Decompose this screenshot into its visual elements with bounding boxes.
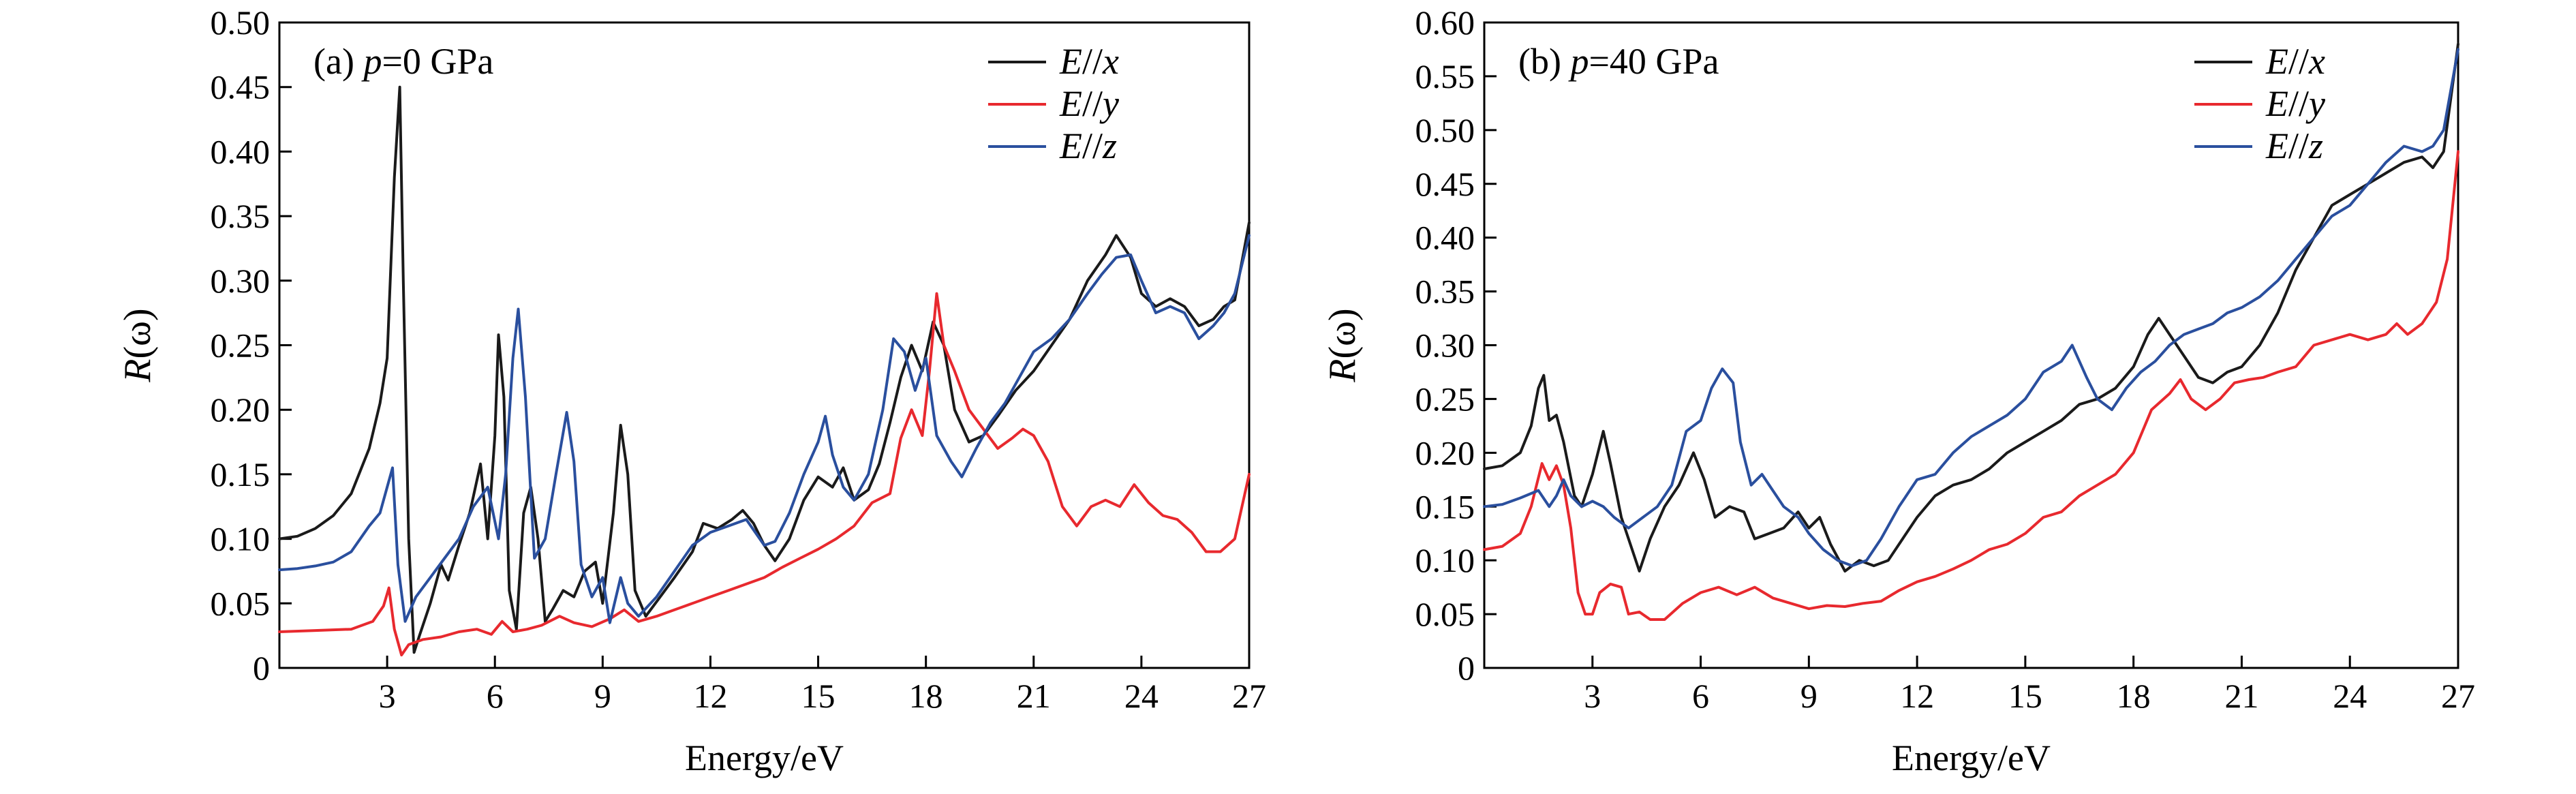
y-tick-label: 0.10	[1415, 541, 1475, 579]
series-line-e-y	[1483, 150, 2459, 621]
x-tick-label: 27	[2441, 677, 2475, 715]
legend-axis: x	[2308, 41, 2325, 82]
legend-label: E//x	[1059, 41, 1119, 82]
y-axis-title-symbol: R	[117, 358, 159, 382]
y-tick-label: 0.55	[1415, 57, 1475, 95]
y-tick-label: 0.05	[211, 584, 271, 622]
legend-axis: z	[2308, 125, 2323, 166]
legend-label: E//z	[1059, 125, 1117, 166]
series-line-e-z	[1483, 48, 2459, 568]
y-axis-title: R(ω)	[117, 308, 159, 382]
x-axis-title: Energy/eV	[1892, 737, 2051, 778]
x-tick-label: 21	[2224, 677, 2258, 715]
x-tick-label: 27	[1232, 677, 1266, 715]
legend-separator: //	[1082, 41, 1103, 82]
panel-pressure-value: =0 GPa	[382, 41, 493, 82]
y-tick-label: 0.40	[211, 132, 271, 170]
y-tick-label: 0.20	[211, 391, 271, 429]
series-line-e-x	[1483, 42, 2459, 572]
y-tick-label: 0.05	[1415, 595, 1475, 633]
x-tick-label: 9	[594, 677, 611, 715]
x-tick-label: 24	[1124, 677, 1159, 715]
panel-pressure-symbol: p	[1567, 41, 1589, 82]
legend-axis: y	[1099, 83, 1119, 124]
x-tick-label: 21	[1017, 677, 1051, 715]
legend-field-symbol: E	[1059, 41, 1082, 82]
legend-axis: x	[1102, 41, 1119, 82]
legend-axis: y	[2305, 83, 2325, 124]
panel-letter: (a)	[313, 41, 363, 82]
panel-label: (b) p=40 GPa	[1518, 41, 1719, 82]
y-tick-label: 0.25	[211, 326, 271, 365]
legend-separator: //	[2288, 41, 2309, 82]
panel-pressure-symbol: p	[361, 41, 382, 82]
x-tick-label: 18	[2117, 677, 2151, 715]
legend-field-symbol: E	[1059, 83, 1082, 124]
y-tick-label: 0.10	[211, 520, 271, 558]
y-tick-label: 0.15	[211, 455, 271, 493]
legend-separator: //	[2288, 125, 2309, 166]
y-tick-label: 0.40	[1415, 219, 1475, 257]
legend-label: E//x	[2265, 41, 2325, 82]
y-tick-label: 0.50	[1415, 111, 1475, 149]
panel-pressure-value: =40 GPa	[1589, 41, 1719, 82]
y-tick-label: 0	[253, 649, 270, 687]
legend-separator: //	[1082, 83, 1103, 124]
legend-label: E//y	[1059, 83, 1119, 124]
legend-label: E//z	[2265, 125, 2323, 166]
x-tick-label: 6	[487, 677, 504, 715]
y-tick-label: 0	[1458, 649, 1475, 687]
y-tick-label: 0.25	[1415, 380, 1475, 418]
x-tick-label: 15	[2008, 677, 2042, 715]
series-line-e-x	[278, 85, 1251, 654]
series-line-e-y	[278, 292, 1251, 657]
legend-separator: //	[1082, 125, 1103, 166]
x-tick-label: 6	[1692, 677, 1709, 715]
x-tick-label: 18	[909, 677, 943, 715]
x-tick-label: 12	[693, 677, 727, 715]
legend-field-symbol: E	[2265, 125, 2288, 166]
y-tick-label: 0.35	[1415, 273, 1475, 311]
legend-field-symbol: E	[2265, 83, 2288, 124]
legend-field-symbol: E	[1059, 125, 1082, 166]
y-axis-title: R(ω)	[1321, 308, 1364, 382]
x-tick-label: 9	[1800, 677, 1818, 715]
legend-axis: z	[1102, 125, 1117, 166]
panel-letter: (b)	[1518, 41, 1570, 82]
x-tick-label: 3	[1584, 677, 1601, 715]
y-tick-label: 0.20	[1415, 433, 1475, 472]
y-tick-label: 0.45	[1415, 165, 1475, 203]
y-tick-label: 0.50	[211, 3, 271, 42]
panel-a: 3 6 9 12 15 18 21 24 27 0 0.05 0.10 0.15 0.20 0.25 0.30…	[117, 3, 1266, 778]
y-tick-label: 0.30	[211, 262, 271, 300]
y-axis-title-symbol: R	[1321, 358, 1364, 382]
x-tick-label: 3	[379, 677, 396, 715]
y-tick-label: 0.15	[1415, 487, 1475, 525]
legend-label: E//y	[2265, 83, 2325, 124]
y-tick-label: 0.60	[1415, 3, 1475, 42]
y-tick-label: 0.30	[1415, 326, 1475, 365]
x-tick-label: 12	[1900, 677, 1934, 715]
y-tick-label: 0.45	[211, 68, 271, 106]
legend-field-symbol: E	[2265, 41, 2288, 82]
x-axis-title: Energy/eV	[685, 737, 844, 778]
panel-label: (a) p=0 GPa	[313, 41, 493, 82]
y-axis-title-arg: (ω)	[1321, 308, 1364, 358]
y-axis-title-arg: (ω)	[117, 308, 159, 358]
series-line-e-z	[278, 234, 1251, 624]
x-tick-label: 24	[2333, 677, 2367, 715]
legend-separator: //	[2288, 83, 2309, 124]
panel-b: 3 6 9 12 15 18 21 24 27 0 0.05 0.10 0.15 0.20 0.25 0.30…	[1321, 3, 2475, 778]
x-tick-label: 15	[801, 677, 835, 715]
y-tick-label: 0.35	[211, 197, 271, 235]
